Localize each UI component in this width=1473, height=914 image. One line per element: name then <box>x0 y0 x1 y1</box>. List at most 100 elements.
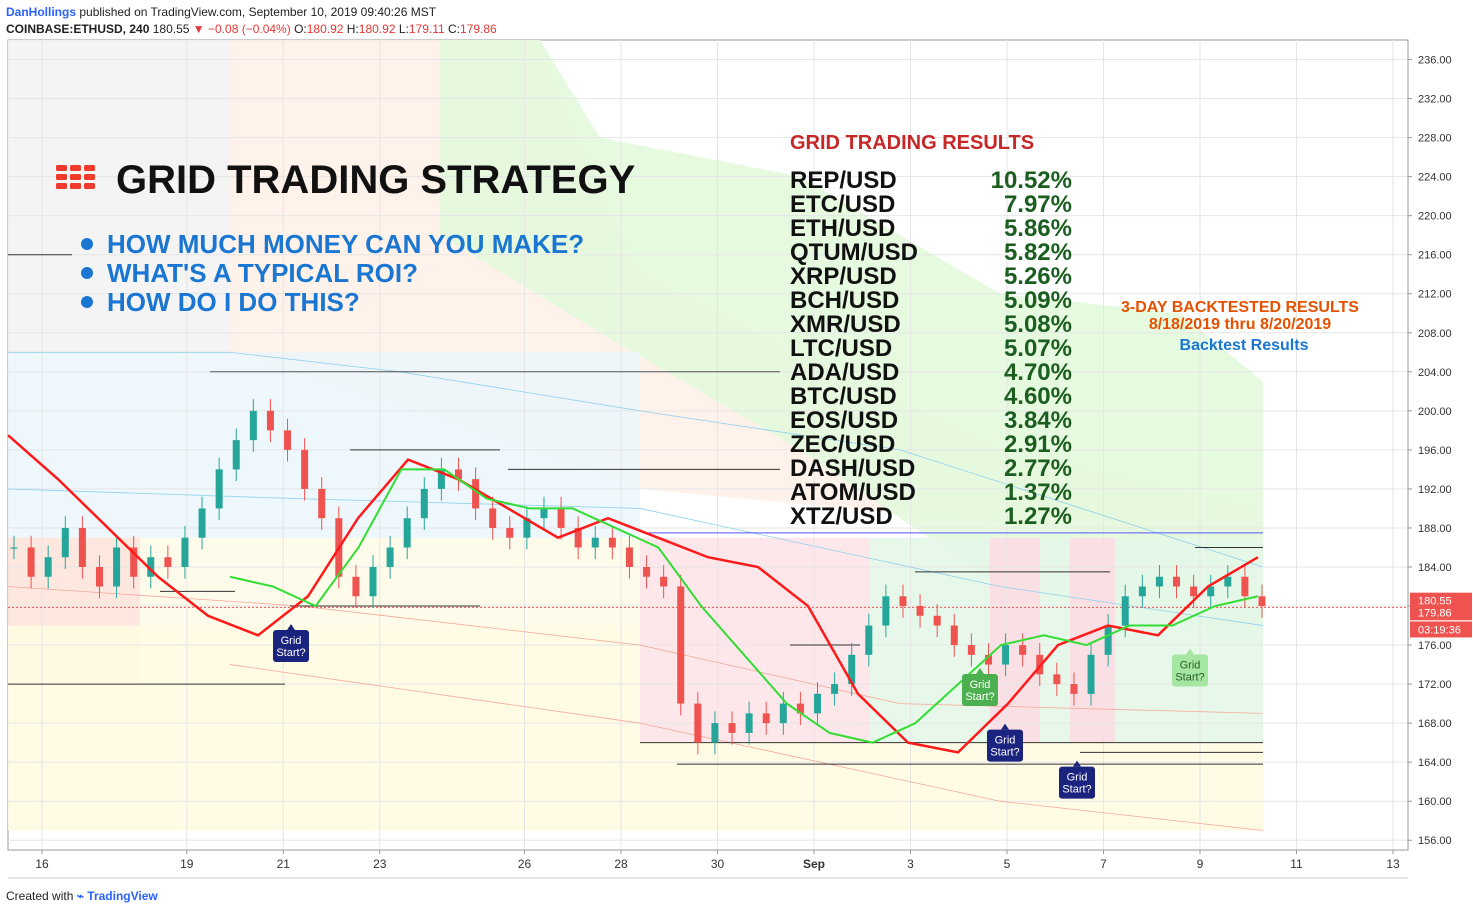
y-tick-label: 172.00 <box>1418 679 1452 691</box>
x-tick-label: 11 <box>1290 857 1303 871</box>
candle-body <box>848 654 856 685</box>
candle-body <box>1121 596 1129 626</box>
author-link[interactable]: DanHollings <box>6 5 77 19</box>
candle-body <box>61 527 69 558</box>
y-tick-label: 164.00 <box>1418 757 1452 769</box>
cloud-band-6 <box>8 625 640 831</box>
price-label-box <box>1410 604 1472 621</box>
channel-line-1 <box>7 488 1264 626</box>
y-tick-label: 200.00 <box>1418 406 1452 418</box>
callout-text: Start? <box>965 691 994 703</box>
result-pair: XMR/USD <box>790 311 901 338</box>
y-tick-label: 208.00 <box>1418 328 1452 340</box>
candle-body <box>1224 576 1232 587</box>
cloud-band-0 <box>8 40 230 353</box>
x-tick-label: 9 <box>1197 857 1204 871</box>
candle-body <box>591 537 599 548</box>
backtest-heading: 3-DAY BACKTESTED RESULTS <box>1121 299 1359 316</box>
candle-body <box>352 576 360 597</box>
candle-body <box>1019 645 1027 655</box>
result-pair: REP/USD <box>790 167 897 194</box>
callout-pointer <box>1001 723 1009 730</box>
candle-body <box>78 527 86 567</box>
last-price: 180.55 <box>152 22 190 36</box>
base-line <box>229 468 1259 744</box>
callout-box <box>962 673 998 706</box>
x-tick-label: 3 <box>907 857 914 871</box>
candle-body <box>814 693 822 714</box>
candle-body <box>574 527 582 548</box>
result-percent: 7.97% <box>1004 191 1072 218</box>
price-label-box <box>1410 621 1472 638</box>
channel-line-3 <box>229 664 1264 831</box>
candle-body <box>95 566 103 587</box>
candle-body <box>232 440 240 470</box>
down-arrow-icon: ▼ <box>192 22 205 36</box>
candle-body <box>1087 654 1095 694</box>
x-tick-label: 26 <box>518 857 532 871</box>
result-pair: EOS/USD <box>790 407 898 434</box>
grid-icon <box>70 183 81 189</box>
y-tick-label: 188.00 <box>1418 523 1452 535</box>
candle-body <box>113 547 121 587</box>
price-label: 179.86 <box>1418 607 1452 619</box>
grid-icon <box>84 174 95 180</box>
result-percent: 10.52% <box>991 167 1072 194</box>
bullet-question: HOW MUCH MONEY CAN YOU MAKE? <box>107 229 584 259</box>
y-tick-label: 196.00 <box>1418 445 1452 457</box>
price-label: 03:19:36 <box>1418 624 1461 636</box>
result-pair: ZEC/USD <box>790 431 895 458</box>
x-tick-label: 30 <box>711 857 725 871</box>
y-tick-label: 216.00 <box>1418 250 1452 262</box>
result-percent: 1.27% <box>1004 503 1072 530</box>
candle-body <box>1258 596 1266 607</box>
result-percent: 5.82% <box>1004 239 1072 266</box>
change-value: −0.08 (−0.04%) <box>208 22 291 36</box>
result-pair: BTC/USD <box>790 383 897 410</box>
result-percent: 3.84% <box>1004 407 1072 434</box>
candle-body <box>1173 576 1181 587</box>
candle-body <box>694 703 702 743</box>
high-label: H: <box>346 22 359 36</box>
result-percent: 4.70% <box>1004 359 1072 386</box>
y-tick-label: 212.00 <box>1418 289 1452 301</box>
candle-body <box>506 527 514 538</box>
created-with-text: Created with <box>6 889 74 903</box>
candle-body <box>1104 625 1112 655</box>
y-tick-label: 184.00 <box>1418 562 1452 574</box>
y-tick-label: 160.00 <box>1418 796 1452 808</box>
bullet-dot <box>81 238 93 250</box>
backtest-link[interactable]: Backtest Results <box>1180 337 1309 354</box>
candle-body <box>1241 576 1249 597</box>
bullet-question: HOW DO I DO THIS? <box>107 287 360 317</box>
x-tick-label: 23 <box>373 857 387 871</box>
result-percent: 5.86% <box>1004 215 1072 242</box>
x-tick-label: 21 <box>277 857 291 871</box>
y-tick-label: 228.00 <box>1418 133 1452 145</box>
result-pair: ATOM/USD <box>790 479 916 506</box>
bullet-dot <box>81 267 93 279</box>
candle-body <box>523 518 531 538</box>
candle-body <box>301 449 309 489</box>
cloud-band-10 <box>990 537 1040 743</box>
published-text: published on TradingView.com, September … <box>79 5 437 19</box>
candle-body <box>762 713 770 724</box>
candle-body <box>249 410 257 441</box>
grid-icon <box>70 165 81 171</box>
candle-body <box>1190 586 1198 597</box>
result-percent: 5.07% <box>1004 335 1072 362</box>
candle-body <box>27 547 35 577</box>
tradingview-brand[interactable]: TradingView <box>87 889 158 903</box>
candle-body <box>643 566 651 577</box>
results-title: GRID TRADING RESULTS <box>790 132 1034 154</box>
candle-body <box>1138 586 1146 597</box>
callout-text: Grid <box>970 679 991 691</box>
candle-body <box>318 488 326 519</box>
open-label: O: <box>294 22 307 36</box>
tradingview-logo-icon[interactable]: ⌁ <box>76 889 84 903</box>
bullet-dot <box>81 296 93 308</box>
callout-pointer <box>1073 760 1081 767</box>
candle-body <box>557 508 565 528</box>
cloud-band-7 <box>640 742 1263 831</box>
